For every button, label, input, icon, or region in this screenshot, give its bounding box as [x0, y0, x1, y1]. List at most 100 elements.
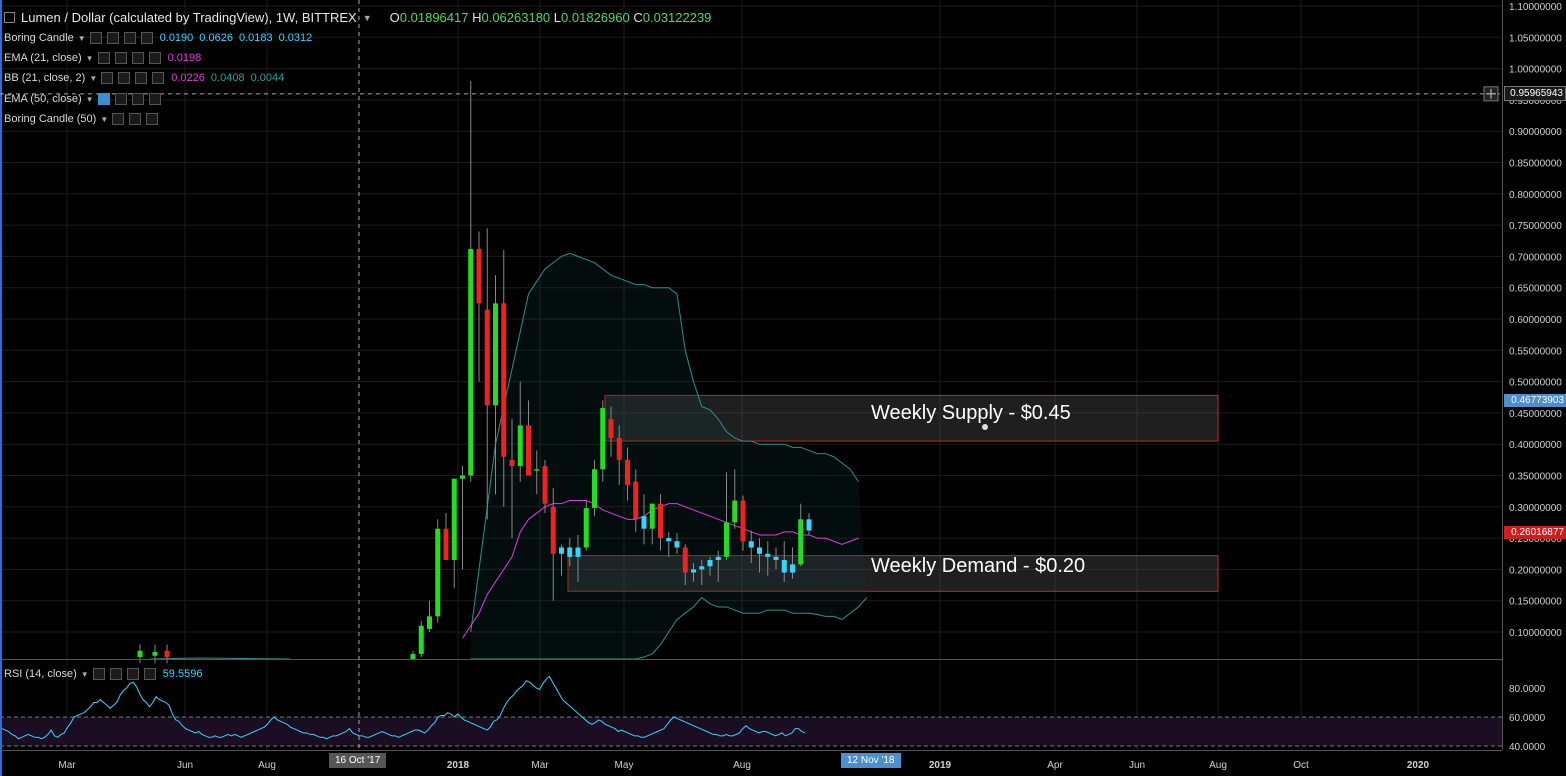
- candle-body: [493, 303, 498, 406]
- candle-body: [592, 469, 597, 509]
- rsi-legend[interactable]: RSI (14, close) ▼ 59.5596: [4, 668, 202, 680]
- candle: [534, 450, 540, 495]
- candle: [658, 494, 663, 551]
- candle-body: [418, 625, 424, 654]
- gear-icon[interactable]: [114, 93, 127, 105]
- chevron-down-icon[interactable]: ▼: [89, 73, 98, 83]
- y-tick-label: 1.05000000: [1509, 33, 1562, 44]
- candle-body: [517, 425, 523, 467]
- close-icon[interactable]: [152, 72, 165, 84]
- gear-icon[interactable]: [129, 113, 142, 125]
- collapse-icon[interactable]: [4, 12, 15, 23]
- supply-zone-label: Weekly Supply - $0.45: [871, 402, 1071, 424]
- settings-icon[interactable]: [131, 52, 144, 64]
- gear-icon[interactable]: [109, 668, 122, 680]
- x-tick-label: Jun: [1129, 760, 1145, 771]
- candle: [468, 81, 474, 482]
- candle-body: [567, 547, 573, 557]
- close-icon[interactable]: [148, 93, 161, 105]
- indicator-name[interactable]: Boring Candle (50): [4, 113, 97, 125]
- eye-icon[interactable]: [97, 52, 110, 64]
- indicator-value: 0.0198: [167, 52, 202, 64]
- candle-body: [641, 516, 647, 529]
- candle: [649, 503, 655, 545]
- close-icon[interactable]: [146, 113, 159, 125]
- rsi-name[interactable]: RSI (14, close): [4, 668, 77, 680]
- indicator-name[interactable]: EMA (21, close): [4, 52, 82, 64]
- symbol-title[interactable]: Lumen / Dollar (calculated by TradingVie…: [21, 10, 357, 25]
- candle-body: [625, 459, 630, 485]
- candle-body: [806, 519, 812, 531]
- close-icon[interactable]: [140, 32, 153, 44]
- candle: [724, 472, 729, 561]
- settings-icon[interactable]: [135, 72, 148, 84]
- y-tick-label: 0.65000000: [1509, 284, 1562, 295]
- candle-body: [658, 503, 663, 539]
- indicator-value: 0.0044: [250, 72, 285, 84]
- y-tick-label: 0.90000000: [1509, 127, 1562, 138]
- bb-upper-line: [470, 252, 859, 633]
- chevron-down-icon[interactable]: ▼: [80, 669, 89, 679]
- candle-body: [575, 547, 581, 557]
- y-tick-label: 0.10000000: [1509, 628, 1562, 639]
- y-tick-label: 0.55000000: [1509, 346, 1562, 357]
- symbol-header: Lumen / Dollar (calculated by TradingVie…: [4, 10, 711, 25]
- eye-icon[interactable]: [112, 113, 125, 125]
- candle-body: [443, 528, 449, 561]
- chevron-down-icon[interactable]: ▼: [85, 53, 94, 63]
- eye-icon[interactable]: [97, 93, 110, 105]
- eye-icon[interactable]: [89, 32, 102, 44]
- bb-early-line: [149, 657, 291, 660]
- candle-body: [773, 556, 779, 561]
- chevron-down-icon[interactable]: ▼: [77, 33, 86, 43]
- candle-body: [550, 506, 556, 554]
- settings-icon[interactable]: [131, 93, 144, 105]
- candle-body: [484, 309, 490, 406]
- candle: [682, 544, 688, 586]
- gear-icon[interactable]: [106, 32, 119, 44]
- candle-body: [666, 538, 672, 542]
- indicator-legend-boring-candle-50[interactable]: Boring Candle (50) ▼: [4, 113, 159, 125]
- chevron-down-icon[interactable]: ▼: [85, 94, 94, 104]
- indicator-legend-ema50[interactable]: EMA (50, close) ▼: [4, 93, 162, 105]
- candle-body: [790, 564, 795, 573]
- y-tick-label: 0.70000000: [1509, 252, 1562, 263]
- candle-body: [781, 560, 787, 573]
- y-tick-label: 0.15000000: [1509, 597, 1562, 608]
- indicator-name[interactable]: Boring Candle: [4, 32, 74, 44]
- candle-body: [616, 437, 622, 460]
- indicator-legend-boring-candle[interactable]: Boring Candle ▼ 0.0190 0.0626 0.0183 0.0…: [4, 32, 312, 44]
- settings-icon[interactable]: [126, 668, 139, 680]
- candle-body: [526, 425, 531, 476]
- close-icon[interactable]: [148, 52, 161, 64]
- candle: [451, 478, 457, 589]
- candle: [526, 400, 531, 476]
- candle: [137, 644, 143, 664]
- candle-body: [476, 248, 482, 304]
- chevron-down-icon[interactable]: ▼: [100, 114, 109, 124]
- candle: [790, 547, 795, 579]
- indicator-name[interactable]: BB (21, close, 2): [4, 72, 86, 84]
- y-tick-label: 0.80000000: [1509, 190, 1562, 201]
- candle-body: [152, 652, 158, 656]
- chevron-down-icon[interactable]: ▼: [362, 12, 372, 23]
- close-icon[interactable]: [143, 668, 156, 680]
- candle: [460, 466, 465, 570]
- candle-body: [509, 459, 515, 467]
- candle: [509, 419, 515, 539]
- indicator-legend-ema21[interactable]: EMA (21, close) ▼ 0.0198: [4, 52, 201, 64]
- eye-icon[interactable]: [101, 72, 114, 84]
- gear-icon[interactable]: [114, 52, 127, 64]
- rsi-band: [0, 717, 1502, 746]
- indicator-name[interactable]: EMA (50, close): [4, 93, 82, 105]
- demand-zone: [567, 555, 1219, 592]
- eye-icon[interactable]: [92, 668, 105, 680]
- candle-body: [435, 528, 441, 617]
- indicator-value: 0.0183: [238, 32, 273, 44]
- indicator-legend-bb[interactable]: BB (21, close, 2) ▼ 0.0226 0.0408 0.0044: [4, 72, 284, 84]
- candle: [707, 556, 713, 576]
- gear-icon[interactable]: [118, 72, 131, 84]
- rsi-tick-label: 80.0000: [1509, 684, 1546, 695]
- settings-icon[interactable]: [123, 32, 136, 44]
